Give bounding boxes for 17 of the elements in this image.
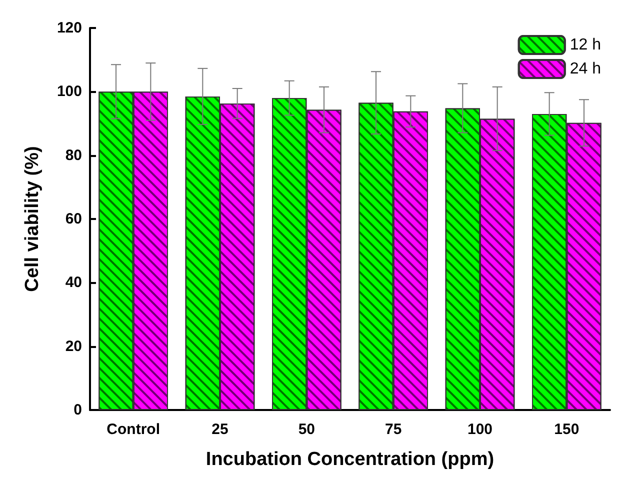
y-tick-label: 40 xyxy=(65,274,82,292)
y-tick-label: 60 xyxy=(65,210,82,228)
legend-label: 12 h xyxy=(570,36,601,54)
y-tick-label: 120 xyxy=(56,20,82,36)
x-tick-label: Control xyxy=(106,421,160,438)
y-tick-label: 0 xyxy=(74,402,82,418)
y-axis-title: Cell viability (%) xyxy=(22,146,43,292)
x-tick-label: 50 xyxy=(298,421,316,438)
x-tick-label: 25 xyxy=(212,421,228,438)
y-tick-label: 20 xyxy=(65,338,82,355)
x-axis-title: Incubation Concentration (ppm) xyxy=(206,449,494,470)
y-tick-label: 80 xyxy=(65,146,82,164)
x-tick-label: 100 xyxy=(467,421,493,438)
x-tick-label: 75 xyxy=(384,421,402,438)
x-tick-label: 150 xyxy=(554,421,580,438)
y-tick-label: 100 xyxy=(56,83,82,100)
legend-label: 24 h xyxy=(570,60,601,78)
